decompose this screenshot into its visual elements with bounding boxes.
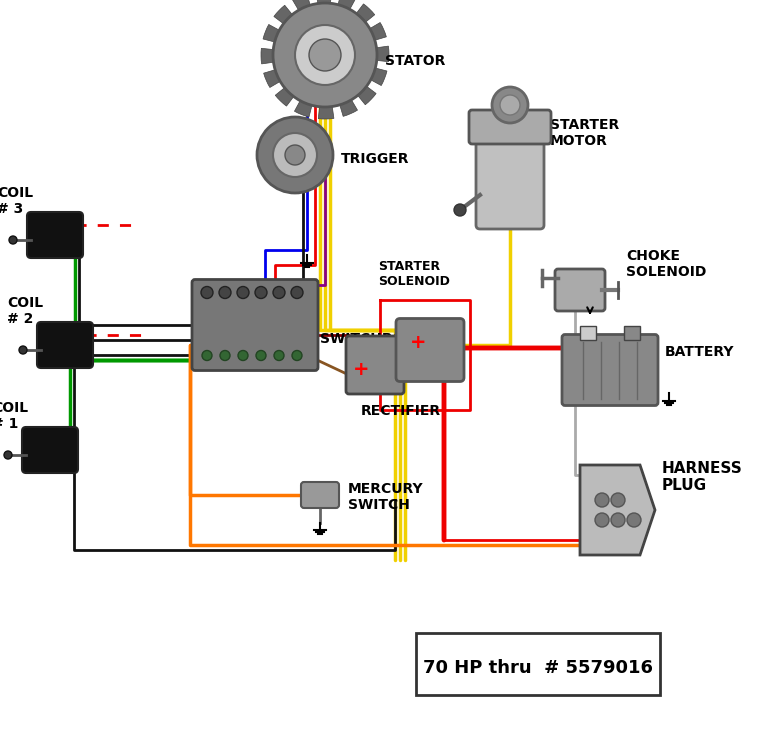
Text: STATOR: STATOR [385, 54, 445, 68]
Circle shape [202, 351, 212, 360]
Circle shape [9, 236, 17, 244]
Circle shape [595, 513, 609, 527]
Text: SWITCHBOX: SWITCHBOX [320, 332, 415, 346]
Wedge shape [263, 69, 282, 87]
Wedge shape [369, 68, 387, 85]
Circle shape [273, 133, 317, 177]
Circle shape [237, 287, 249, 298]
Text: COIL
# 2: COIL # 2 [7, 295, 43, 326]
Circle shape [627, 513, 641, 527]
FancyBboxPatch shape [27, 212, 83, 258]
FancyBboxPatch shape [469, 110, 551, 144]
Circle shape [238, 351, 248, 360]
Wedge shape [261, 49, 276, 64]
Wedge shape [318, 104, 334, 119]
FancyBboxPatch shape [301, 482, 339, 508]
FancyBboxPatch shape [37, 322, 93, 368]
Wedge shape [275, 87, 295, 106]
Text: STARTER
MOTOR: STARTER MOTOR [550, 118, 619, 148]
Circle shape [273, 287, 285, 298]
Circle shape [274, 351, 284, 360]
FancyBboxPatch shape [555, 269, 605, 311]
Wedge shape [368, 23, 386, 41]
Wedge shape [355, 4, 375, 24]
FancyBboxPatch shape [416, 633, 660, 695]
Text: MERCURY
SWITCH: MERCURY SWITCH [348, 482, 424, 512]
Wedge shape [316, 0, 332, 5]
Circle shape [257, 117, 333, 193]
Circle shape [201, 287, 213, 298]
Text: RECTIFIER: RECTIFIER [361, 404, 441, 418]
Circle shape [454, 204, 466, 216]
Circle shape [492, 87, 528, 123]
Text: COIL
# 3: COIL # 3 [0, 186, 33, 216]
Wedge shape [375, 46, 389, 62]
Wedge shape [293, 0, 311, 12]
Circle shape [256, 351, 266, 360]
Text: COIL
# 1: COIL # 1 [0, 401, 28, 431]
Circle shape [595, 493, 609, 507]
Circle shape [292, 351, 302, 360]
Bar [580, 326, 596, 340]
Text: TRIGGER: TRIGGER [341, 152, 409, 166]
Text: +: + [410, 332, 426, 351]
Circle shape [4, 451, 12, 459]
Circle shape [219, 287, 231, 298]
Circle shape [255, 287, 267, 298]
Circle shape [273, 3, 377, 107]
Circle shape [500, 95, 520, 115]
Circle shape [309, 39, 341, 71]
FancyBboxPatch shape [476, 131, 544, 229]
Wedge shape [356, 85, 376, 104]
FancyBboxPatch shape [192, 279, 318, 370]
Text: BATTERY: BATTERY [665, 345, 734, 359]
FancyBboxPatch shape [346, 336, 404, 394]
Circle shape [19, 346, 27, 354]
Text: HARNESS
PLUG: HARNESS PLUG [662, 461, 743, 493]
Circle shape [611, 513, 625, 527]
Text: 70 HP thru  # 5579016: 70 HP thru # 5579016 [423, 659, 653, 677]
Circle shape [611, 493, 625, 507]
Circle shape [220, 351, 230, 360]
Wedge shape [263, 24, 281, 43]
Polygon shape [580, 465, 655, 555]
FancyBboxPatch shape [396, 318, 464, 381]
Circle shape [291, 287, 303, 298]
Circle shape [295, 25, 355, 85]
Circle shape [285, 145, 305, 165]
Text: CHOKE
SOLENOID: CHOKE SOLENOID [626, 249, 707, 279]
Bar [624, 326, 640, 340]
Wedge shape [274, 5, 293, 25]
Wedge shape [339, 98, 357, 116]
Text: STARTER
SOLENOID: STARTER SOLENOID [378, 260, 450, 288]
FancyBboxPatch shape [22, 427, 78, 473]
Wedge shape [337, 0, 356, 11]
Text: +: + [353, 359, 369, 379]
FancyBboxPatch shape [562, 334, 658, 406]
Wedge shape [294, 99, 313, 117]
